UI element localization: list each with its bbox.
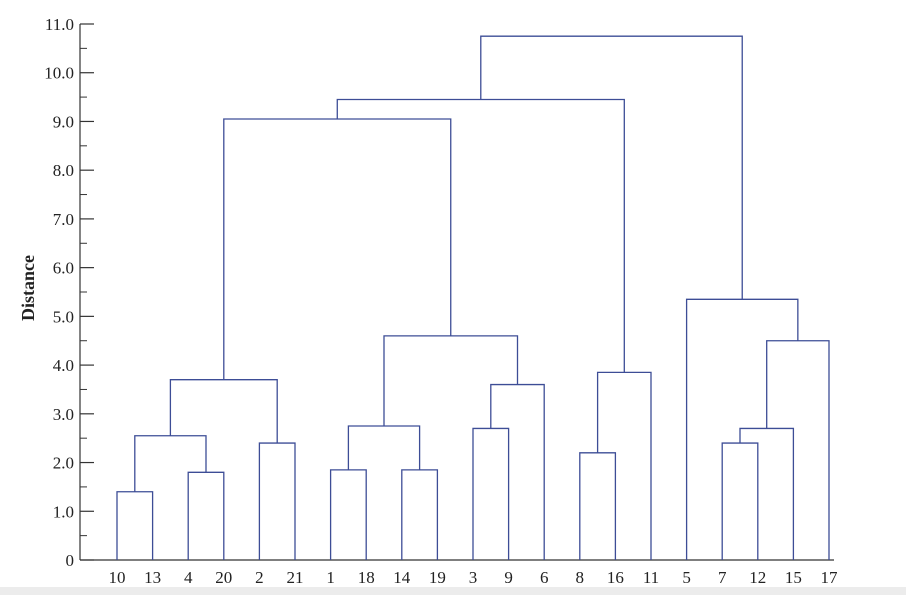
leaf-label: 16 bbox=[607, 568, 624, 587]
leaf-label: 3 bbox=[469, 568, 478, 587]
dendrogram-link bbox=[685, 298, 799, 560]
y-tick-label: 10.0 bbox=[44, 64, 74, 83]
dendrogram-link bbox=[490, 383, 545, 560]
y-tick-label: 1.0 bbox=[53, 502, 74, 521]
dendrogram-links bbox=[116, 35, 830, 560]
y-axis-title: Distance bbox=[18, 255, 38, 321]
y-tick-label: 11.0 bbox=[45, 15, 74, 34]
dendrogram-link bbox=[401, 469, 439, 560]
y-tick-label: 0 bbox=[66, 551, 75, 570]
dendrogram-link bbox=[579, 452, 617, 560]
leaf-label: 15 bbox=[785, 568, 802, 587]
leaf-label: 18 bbox=[358, 568, 375, 587]
leaf-label: 7 bbox=[718, 568, 727, 587]
leaf-label: 19 bbox=[429, 568, 446, 587]
leaf-label: 2 bbox=[255, 568, 264, 587]
y-tick-label: 3.0 bbox=[53, 405, 74, 424]
leaf-label: 12 bbox=[749, 568, 766, 587]
leaf-label: 9 bbox=[504, 568, 513, 587]
dendrogram-link bbox=[258, 442, 296, 560]
y-tick-label: 6.0 bbox=[53, 259, 74, 278]
dendrogram-link bbox=[721, 442, 759, 560]
leaf-label: 11 bbox=[643, 568, 659, 587]
y-tick-label: 7.0 bbox=[53, 210, 74, 229]
y-axis: 0 1.0 2.0 3.0 4.0 5.0 6.0 7.0 8.0 9.0 10.0 11.0 bbox=[44, 15, 834, 570]
leaf-labels: 10 13 4 20 2 21 1 18 14 19 3 9 6 8 16 11 5 7 12 15 17 bbox=[109, 568, 839, 587]
y-tick-label: 4.0 bbox=[53, 356, 74, 375]
dendrogram-link bbox=[480, 35, 743, 300]
leaf-label: 4 bbox=[184, 568, 193, 587]
dendrogram-link bbox=[383, 335, 519, 426]
dendrogram-link bbox=[347, 425, 421, 470]
dendrogram-link bbox=[329, 469, 367, 560]
leaf-label: 8 bbox=[576, 568, 585, 587]
dendrogram-link bbox=[596, 371, 652, 560]
dendrogram-link bbox=[116, 491, 154, 560]
y-tick-label: 8.0 bbox=[53, 161, 74, 180]
leaf-label: 13 bbox=[144, 568, 161, 587]
leaf-label: 14 bbox=[393, 568, 411, 587]
y-tick-label: 2.0 bbox=[53, 454, 74, 473]
leaf-label: 5 bbox=[682, 568, 691, 587]
dendrogram-link bbox=[187, 471, 225, 560]
leaf-label: 10 bbox=[109, 568, 126, 587]
dendrogram-link bbox=[766, 340, 830, 560]
y-tick-label: 9.0 bbox=[53, 112, 74, 131]
y-tick-label: 5.0 bbox=[53, 307, 74, 326]
dendrogram-link bbox=[134, 435, 207, 492]
dendrogram-link bbox=[739, 427, 795, 560]
dendrogram-link bbox=[169, 379, 278, 444]
leaf-label: 6 bbox=[540, 568, 549, 587]
dendrogram-link bbox=[336, 98, 625, 373]
window-bottom-edge bbox=[0, 587, 906, 595]
leaf-label: 1 bbox=[326, 568, 335, 587]
dendrogram-link bbox=[223, 118, 452, 380]
dendrogram-link bbox=[472, 427, 510, 560]
leaf-label: 20 bbox=[215, 568, 232, 587]
leaf-label: 21 bbox=[287, 568, 304, 587]
leaf-label: 17 bbox=[821, 568, 839, 587]
